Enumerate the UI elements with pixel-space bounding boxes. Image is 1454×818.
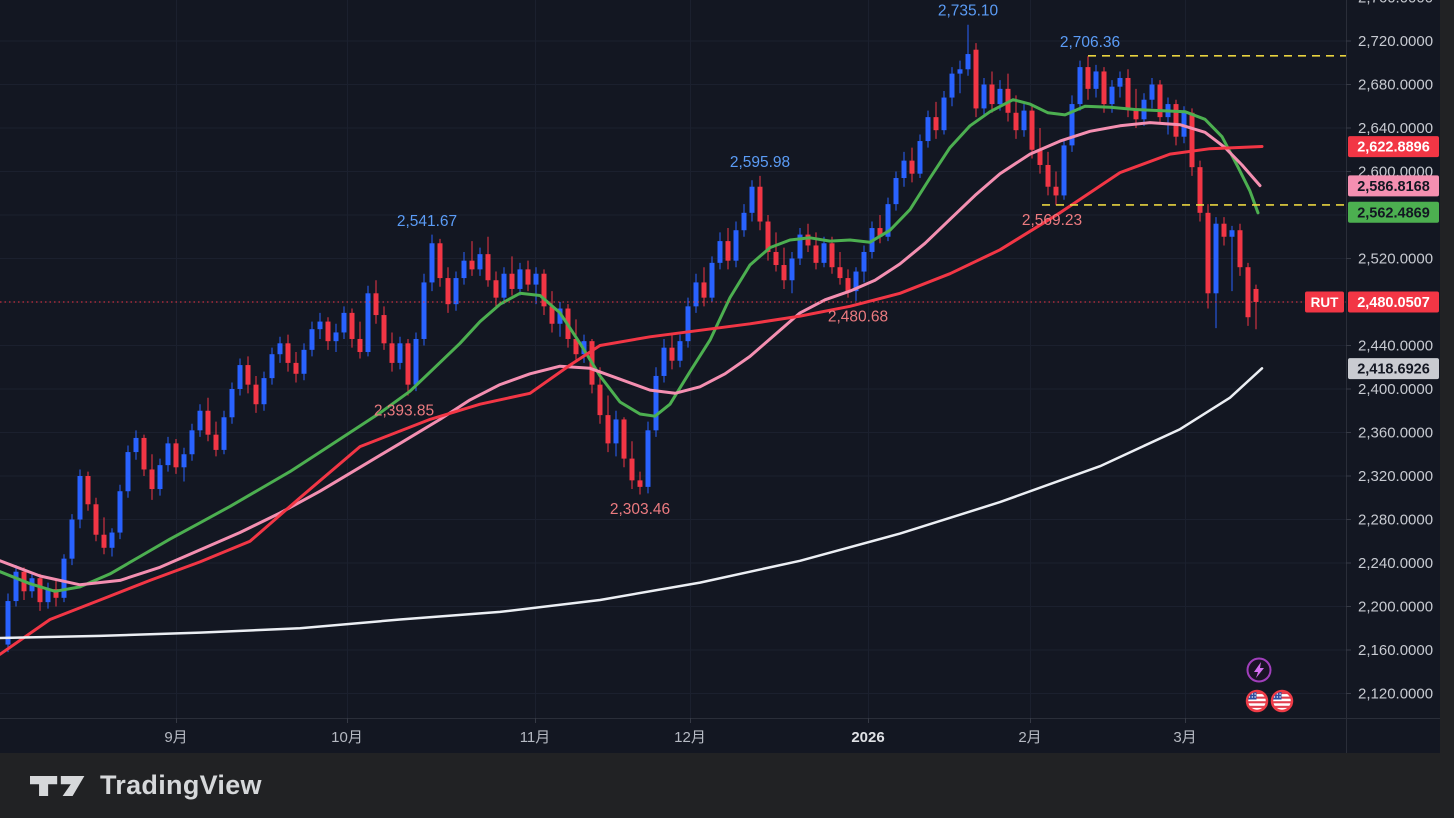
ma-pink-line[interactable]	[0, 121, 1262, 587]
footer: TradingView	[0, 753, 1454, 818]
ma-red-line[interactable]	[0, 145, 1264, 656]
tradingview-logo-icon	[30, 775, 85, 796]
price-tick-label: 2,320.0000	[1358, 468, 1433, 485]
ma-red-badge	[1348, 136, 1439, 158]
time-tick-label: 2026	[851, 729, 884, 746]
ma-green-badge-value: 2,562.4869	[1357, 205, 1430, 221]
time-tick-label: 3月	[1173, 729, 1196, 746]
price-tick-label: 2,400.0000	[1358, 381, 1433, 398]
price-tick-label: 2,760.0000	[1358, 0, 1433, 7]
price-tick-label: 2,440.0000	[1358, 338, 1433, 355]
price-tick-label: 2,280.0000	[1358, 512, 1433, 529]
pivot-high-label: 2,735.10	[938, 3, 999, 20]
pivot-high-label: 2,595.98	[730, 154, 790, 171]
last-price-badge	[1348, 291, 1439, 313]
price-chart: 2,541.67 2,595.98 2,735.10 2,706.36 2,393.85…	[0, 0, 1440, 753]
time-tick-label: 9月	[164, 729, 187, 746]
price-tick-label: 2,160.0000	[1358, 642, 1433, 659]
ma-white-badge-value: 2,418.6926	[1357, 362, 1430, 378]
time-tick-label: 12月	[674, 729, 706, 746]
us-flag-event-icon[interactable]	[1245, 689, 1269, 713]
time-tick-label: 2月	[1018, 729, 1041, 746]
ma-red-badge-value: 2,622.8896	[1357, 140, 1430, 156]
price-tick-label: 2,720.0000	[1358, 33, 1433, 50]
lightning-bolt-glyph	[1254, 662, 1264, 678]
price-tick-label: 2,120.0000	[1358, 686, 1433, 703]
symbol-chip-text: RUT	[1311, 295, 1339, 310]
ma-green-line[interactable]	[0, 98, 1260, 593]
us-flag-event-icon[interactable]	[1270, 689, 1294, 713]
price-tick-label: 2,200.0000	[1358, 599, 1433, 616]
time-tick-label: 11月	[520, 729, 551, 746]
price-tick-label: 2,680.0000	[1358, 77, 1433, 94]
pivot-low-label: 2,303.46	[610, 501, 670, 518]
pivot-labels: 2,541.67 2,595.98 2,735.10 2,706.36 2,393.85…	[374, 3, 1120, 518]
tradingview-logo[interactable]: TradingView	[30, 770, 262, 801]
chart-panel[interactable]: 2,541.67 2,595.98 2,735.10 2,706.36 2,393.85…	[0, 0, 1440, 753]
pivot-high-label: 2,706.36	[1060, 34, 1120, 51]
tradingview-logo-text: TradingView	[100, 770, 262, 800]
price-axis[interactable]: 2,760.0000 2,720.0000 2,680.0000 2,640.0000…	[1305, 0, 1439, 703]
ma-white-badge	[1348, 358, 1439, 380]
price-tick-label: 2,640.0000	[1358, 120, 1433, 137]
time-tick-label: 10月	[331, 729, 363, 746]
symbol-chip	[1305, 291, 1344, 313]
event-markers[interactable]	[1245, 657, 1294, 713]
ma-pink-badge	[1348, 175, 1439, 197]
ma-white-line[interactable]	[0, 367, 1264, 640]
pivot-high-label: 2,541.67	[397, 213, 457, 230]
price-tick-label: 2,360.0000	[1358, 425, 1433, 442]
pivot-low-label: 2,569.23	[1022, 212, 1082, 229]
price-tick-label: 2,520.0000	[1358, 251, 1433, 268]
last-price-badge-value: 2,480.0507	[1357, 295, 1430, 311]
price-tick-label: 2,240.0000	[1358, 555, 1433, 572]
grid-lines	[0, 0, 1346, 718]
ma-pink-badge-value: 2,586.8168	[1357, 179, 1430, 195]
time-axis[interactable]: 9月 10月 11月 12月 2026 2月 3月	[164, 718, 1197, 746]
pivot-low-label: 2,393.85	[374, 403, 434, 420]
ma-green-badge	[1348, 201, 1439, 223]
pivot-low-label: 2,480.68	[828, 308, 888, 325]
